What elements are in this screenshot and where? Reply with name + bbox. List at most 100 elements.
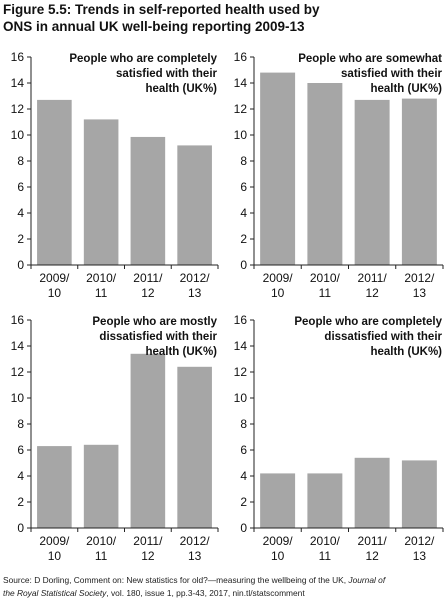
figure-title: Figure 5.5: Trends in self-reported heal… bbox=[3, 1, 443, 35]
bar-2 bbox=[83, 119, 119, 266]
y-tick-label: 10 bbox=[234, 128, 248, 142]
y-tick-label: 6 bbox=[17, 180, 24, 194]
bar-1 bbox=[37, 446, 72, 528]
panel-title-line: People who are somewhat bbox=[298, 53, 442, 65]
x-tick-label: 10 bbox=[48, 286, 62, 300]
x-tick-label: 13 bbox=[188, 549, 202, 563]
panel-title-line: health (UK%) bbox=[370, 83, 442, 95]
y-tick-label: 10 bbox=[11, 391, 25, 405]
y-tick-label: 6 bbox=[240, 180, 247, 194]
y-tick-label: 2 bbox=[240, 495, 247, 509]
x-tick-label: 2009/ bbox=[39, 271, 70, 285]
chart-panel-1: 0 2 4 6 8 10 12 14 16 2009/10 2010/11 2011/12 2012/1… bbox=[11, 50, 219, 300]
x-tick-label: 2011/ bbox=[358, 271, 388, 285]
y-tick-label: 2 bbox=[240, 232, 247, 246]
y-tick-label: 10 bbox=[234, 391, 248, 405]
panel-title-line: health (UK%) bbox=[145, 346, 217, 358]
x-tick-label: 13 bbox=[188, 286, 202, 300]
y-tick-label: 8 bbox=[17, 154, 24, 168]
y-tick-label: 14 bbox=[234, 339, 248, 353]
bar-2 bbox=[307, 83, 343, 265]
x-tick-label: 12 bbox=[365, 286, 379, 300]
y-tick-label: 8 bbox=[17, 417, 24, 431]
x-tick-label: 2009/ bbox=[39, 534, 70, 548]
x-tick-label: 10 bbox=[271, 549, 285, 563]
panel-title-line: dissatisfied with their bbox=[99, 331, 217, 343]
y-tick-label: 4 bbox=[17, 206, 24, 220]
x-tick-label: 2011/ bbox=[133, 271, 163, 285]
panel-title-line: dissatisfied with their bbox=[324, 331, 442, 343]
y-tick-label: 14 bbox=[11, 339, 25, 353]
x-tick-label: 12 bbox=[141, 549, 155, 563]
bar-1 bbox=[37, 99, 72, 266]
source-text-1: Source: D Dorling, Comment on: New stati… bbox=[3, 575, 349, 585]
bar-4 bbox=[177, 145, 212, 265]
x-tick-label: 2010/ bbox=[86, 534, 117, 548]
panel-title-line: People who are completely bbox=[294, 316, 442, 328]
chart-panel-4: 0 2 4 6 8 10 12 14 16 2009/10 2010/11 2011/12 2012/1… bbox=[234, 313, 444, 563]
y-tick-label: 2 bbox=[17, 232, 24, 246]
x-tick-label: 11 bbox=[95, 286, 108, 300]
bar-1 bbox=[260, 72, 296, 265]
y-tick-label: 0 bbox=[17, 521, 24, 535]
source-text-2: , vol. 180, issue 1, pp.3-43, 2017, nin.… bbox=[106, 588, 305, 598]
y-tick-label: 12 bbox=[234, 365, 248, 379]
bar-4 bbox=[401, 98, 437, 265]
x-tick-label: 12 bbox=[141, 286, 155, 300]
y-tick-label: 16 bbox=[11, 313, 25, 327]
y-tick-label: 4 bbox=[240, 206, 247, 220]
chart-panels: 0 2 4 6 8 10 12 14 16 2009/10 2010/11 2011/12 2012/1… bbox=[11, 50, 444, 563]
x-tick-label: 2010/ bbox=[310, 534, 341, 548]
bar-3 bbox=[354, 457, 390, 528]
x-tick-label: 2010/ bbox=[310, 271, 341, 285]
x-tick-label: 2011/ bbox=[133, 534, 163, 548]
y-tick-label: 14 bbox=[11, 76, 25, 90]
y-tick-label: 16 bbox=[234, 50, 248, 64]
bar-2 bbox=[307, 473, 343, 528]
bar-3 bbox=[354, 99, 390, 266]
y-tick-label: 6 bbox=[240, 443, 247, 457]
x-tick-label: 2012/ bbox=[180, 271, 211, 285]
y-tick-label: 16 bbox=[234, 313, 248, 327]
y-tick-label: 14 bbox=[234, 76, 248, 90]
source-journal-2: the Royal Statistical Society bbox=[3, 588, 107, 598]
chart-panel-2: 0 2 4 6 8 10 12 14 16 2009/10 2010/11 2011/12 2012/1… bbox=[234, 50, 444, 300]
source-journal-1: Journal of bbox=[348, 575, 386, 585]
y-tick-label: 8 bbox=[240, 154, 247, 168]
y-tick-label: 0 bbox=[17, 258, 24, 272]
bar-3 bbox=[130, 353, 166, 528]
x-tick-label: 2009/ bbox=[263, 271, 294, 285]
figure-title-line-2: ONS in annual UK well-being reporting 20… bbox=[3, 19, 305, 34]
x-tick-label: 2012/ bbox=[180, 534, 211, 548]
bar-4 bbox=[401, 460, 437, 528]
panel-title-line: satisfied with their bbox=[341, 68, 442, 80]
x-tick-label: 13 bbox=[413, 286, 427, 300]
panel-title-line: People who are mostly bbox=[92, 316, 217, 328]
y-tick-label: 12 bbox=[234, 102, 248, 116]
y-tick-label: 8 bbox=[240, 417, 247, 431]
bar-3 bbox=[130, 136, 166, 265]
x-tick-label: 11 bbox=[319, 549, 332, 563]
y-tick-label: 0 bbox=[240, 521, 247, 535]
y-tick-label: 16 bbox=[11, 50, 25, 64]
bar-1 bbox=[260, 473, 296, 528]
panel-title-line: People who are completely bbox=[69, 53, 217, 65]
x-tick-label: 11 bbox=[95, 549, 108, 563]
panel-title-line: health (UK%) bbox=[145, 83, 217, 95]
x-tick-label: 2012/ bbox=[404, 534, 435, 548]
bar-2 bbox=[83, 444, 119, 528]
chart-panel-3: 0 2 4 6 8 10 12 14 16 2009/10 2010/11 2011/12 2012/1… bbox=[11, 313, 219, 563]
panel-title-line: health (UK%) bbox=[370, 346, 442, 358]
y-tick-label: 12 bbox=[11, 365, 25, 379]
y-tick-label: 2 bbox=[17, 495, 24, 509]
y-tick-label: 0 bbox=[240, 258, 247, 272]
x-tick-label: 10 bbox=[48, 549, 62, 563]
x-tick-label: 2012/ bbox=[404, 271, 435, 285]
x-tick-label: 11 bbox=[319, 286, 332, 300]
y-tick-label: 4 bbox=[17, 469, 24, 483]
x-tick-label: 12 bbox=[365, 549, 379, 563]
source-note: Source: D Dorling, Comment on: New stati… bbox=[3, 574, 447, 600]
bar-4 bbox=[177, 366, 212, 528]
x-tick-label: 2011/ bbox=[358, 534, 388, 548]
figure-title-line-1: Figure 5.5: Trends in self-reported heal… bbox=[3, 2, 320, 17]
